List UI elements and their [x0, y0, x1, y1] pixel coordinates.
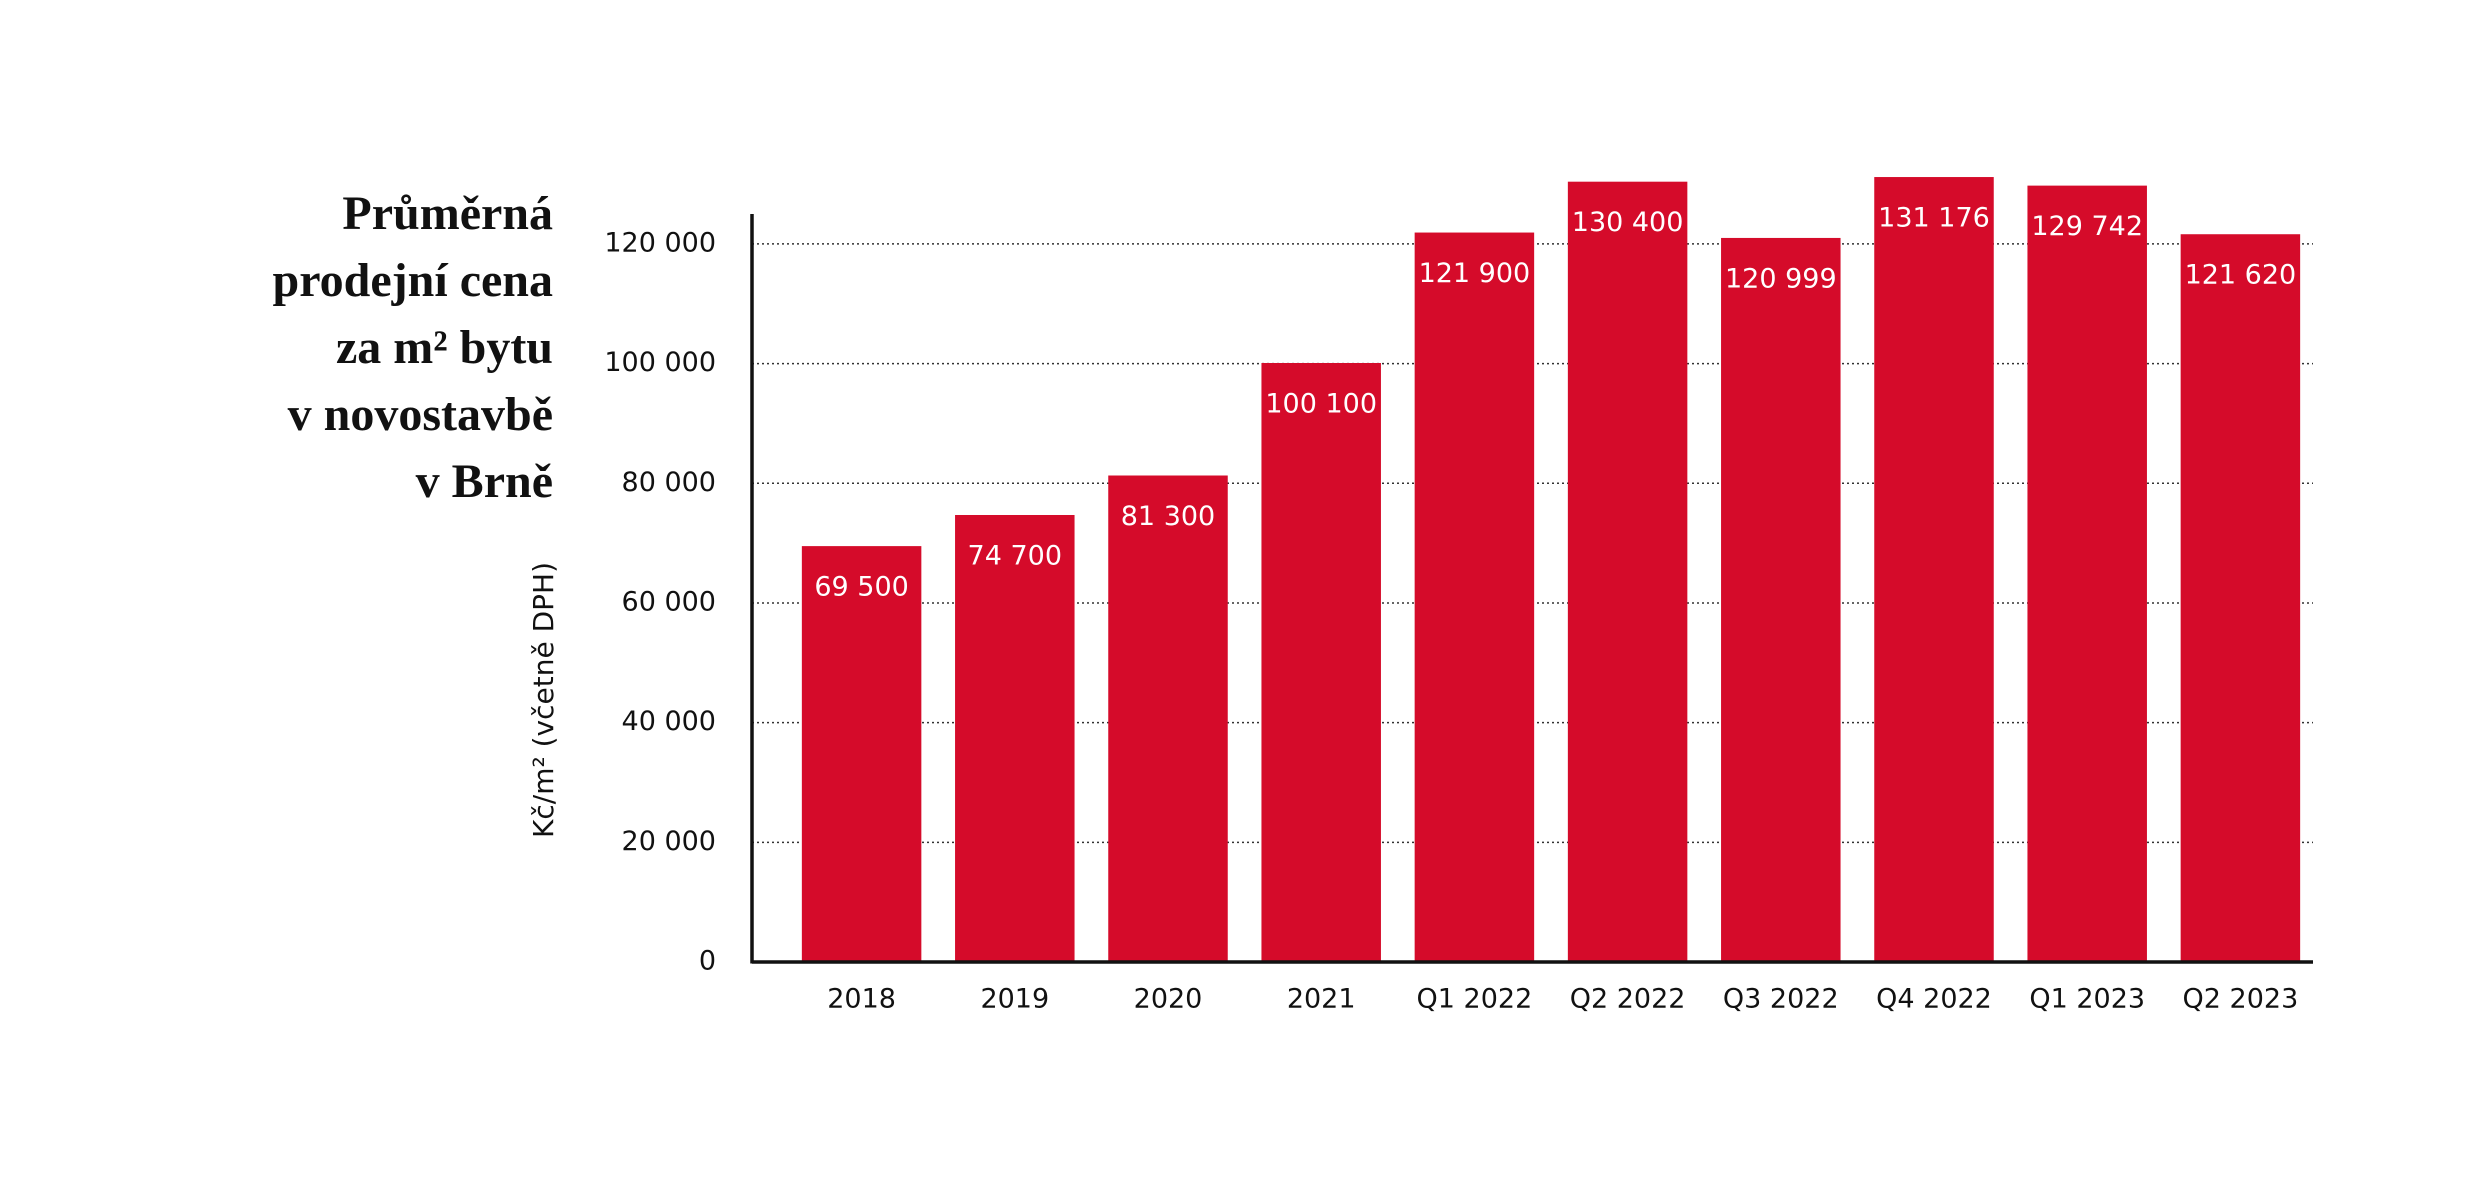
- chart-title: Průměrná: [342, 187, 553, 240]
- bar: [2180, 234, 2301, 962]
- value-label: 129 742: [2031, 211, 2143, 242]
- y-tick-label: 40 000: [622, 706, 716, 737]
- value-label: 121 620: [2185, 260, 2297, 291]
- y-axis-label: Kč/m² (včetně DPH): [527, 562, 560, 838]
- x-tick-label: 2020: [1134, 984, 1203, 1015]
- value-label: 120 999: [1725, 263, 1837, 294]
- y-tick-label: 100 000: [604, 347, 716, 378]
- value-label: 81 300: [1121, 501, 1215, 532]
- x-tick-label: Q2 2023: [2183, 984, 2299, 1015]
- chart-title: v novostavbě: [288, 388, 553, 441]
- y-tick-label: 0: [699, 946, 716, 977]
- bar: [801, 546, 922, 962]
- bar: [1567, 181, 1688, 962]
- bar: [2027, 185, 2147, 962]
- x-tick-label: 2019: [980, 984, 1049, 1015]
- bar: [955, 514, 1075, 962]
- x-tick-label: 2021: [1287, 984, 1356, 1015]
- bar: [1721, 237, 1841, 962]
- y-tick-label: 80 000: [622, 467, 716, 498]
- value-label: 74 700: [968, 540, 1062, 571]
- bar: [1414, 232, 1535, 962]
- y-tick-label: 20 000: [622, 826, 716, 857]
- chart-title: v Brně: [416, 455, 553, 508]
- value-label: 121 900: [1419, 258, 1531, 289]
- x-tick-label: Q1 2023: [2029, 984, 2145, 1015]
- bar: [1108, 475, 1228, 962]
- value-label: 131 176: [1878, 203, 1990, 234]
- x-tick-label: 2018: [827, 984, 896, 1015]
- x-tick-label: Q3 2022: [1723, 984, 1839, 1015]
- bar: [1874, 177, 1994, 962]
- value-label: 69 500: [814, 572, 908, 603]
- value-label: 130 400: [1572, 207, 1684, 238]
- y-tick-label: 60 000: [622, 586, 716, 617]
- value-label: 100 100: [1265, 389, 1377, 420]
- chart-title: prodejní cena: [273, 254, 553, 307]
- bar: [1261, 363, 1381, 962]
- y-tick-label: 120 000: [604, 227, 716, 258]
- x-tick-label: Q4 2022: [1876, 984, 1992, 1015]
- x-tick-label: Q1 2022: [1417, 984, 1533, 1015]
- x-tick-label: Q2 2022: [1570, 984, 1686, 1015]
- chart-title: za m² bytu: [336, 321, 553, 374]
